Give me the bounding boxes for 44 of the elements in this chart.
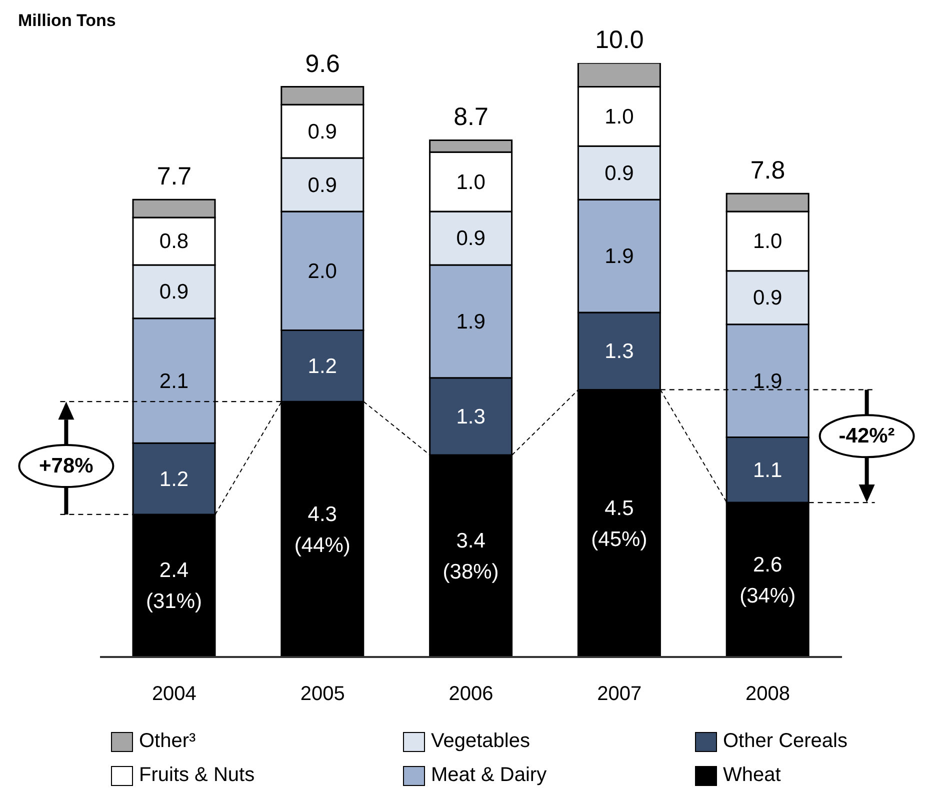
legend-label: Other³ [139,730,196,753]
total-label: 7.8 [750,156,786,185]
total-label: 7.7 [156,162,192,191]
data-label: 2.6 (34%) [740,552,796,607]
total-label: 9.6 [305,50,340,78]
data-label: 4.3 (44%) [294,502,350,556]
text: +78% [39,454,94,478]
x-tick-label: 2007 [597,683,642,705]
data-label: 1.9 [456,310,486,333]
data-label: 4.5 (45%) [591,496,648,550]
data-label: 1.0 [456,170,486,194]
x-tick-label: 2008 [746,683,790,705]
legend-label: Other Cereals [723,730,848,753]
data-label: 0.9 [159,280,189,304]
annotation: -42%² [838,424,895,448]
data-label: 0.9 [753,286,782,310]
data-label: 2.4 (31%) [146,558,202,613]
data-label: 0.8 [159,230,189,253]
x-tick-label: 2005 [300,683,345,705]
y-axis-title: Million Tons [18,11,116,30]
data-label: 1.3 [456,404,486,428]
data-label: 0.9 [456,226,486,250]
data-label: 1.3 [604,340,634,363]
data-label: 1.9 [604,244,634,268]
data-label: 0.9 [604,161,634,184]
x-tick-label: 2004 [152,683,196,705]
data-label: 3.4 (38%) [442,529,499,584]
x-tick-label: 2006 [448,683,494,705]
data-label: 1.9 [753,369,782,392]
legend-label: Vegetables [431,730,530,753]
data-label: 1.2 [159,467,189,490]
data-label: 1.0 [753,230,782,253]
legend-label: Wheat [723,764,781,787]
data-label: 1.2 [308,354,337,378]
data-label: 1.0 [604,104,634,128]
data-label: 1.1 [753,458,782,482]
total-label: 10.0 [595,26,644,54]
data-label: 0.9 [308,120,337,143]
legend-label: Fruits & Nuts [139,764,255,787]
data-label: 2.0 [308,259,337,282]
data-label: 0.9 [308,173,337,196]
legend-label: Meat & Dairy [431,764,547,787]
total-label: 8.7 [454,103,488,132]
data-label: 2.1 [159,369,189,392]
